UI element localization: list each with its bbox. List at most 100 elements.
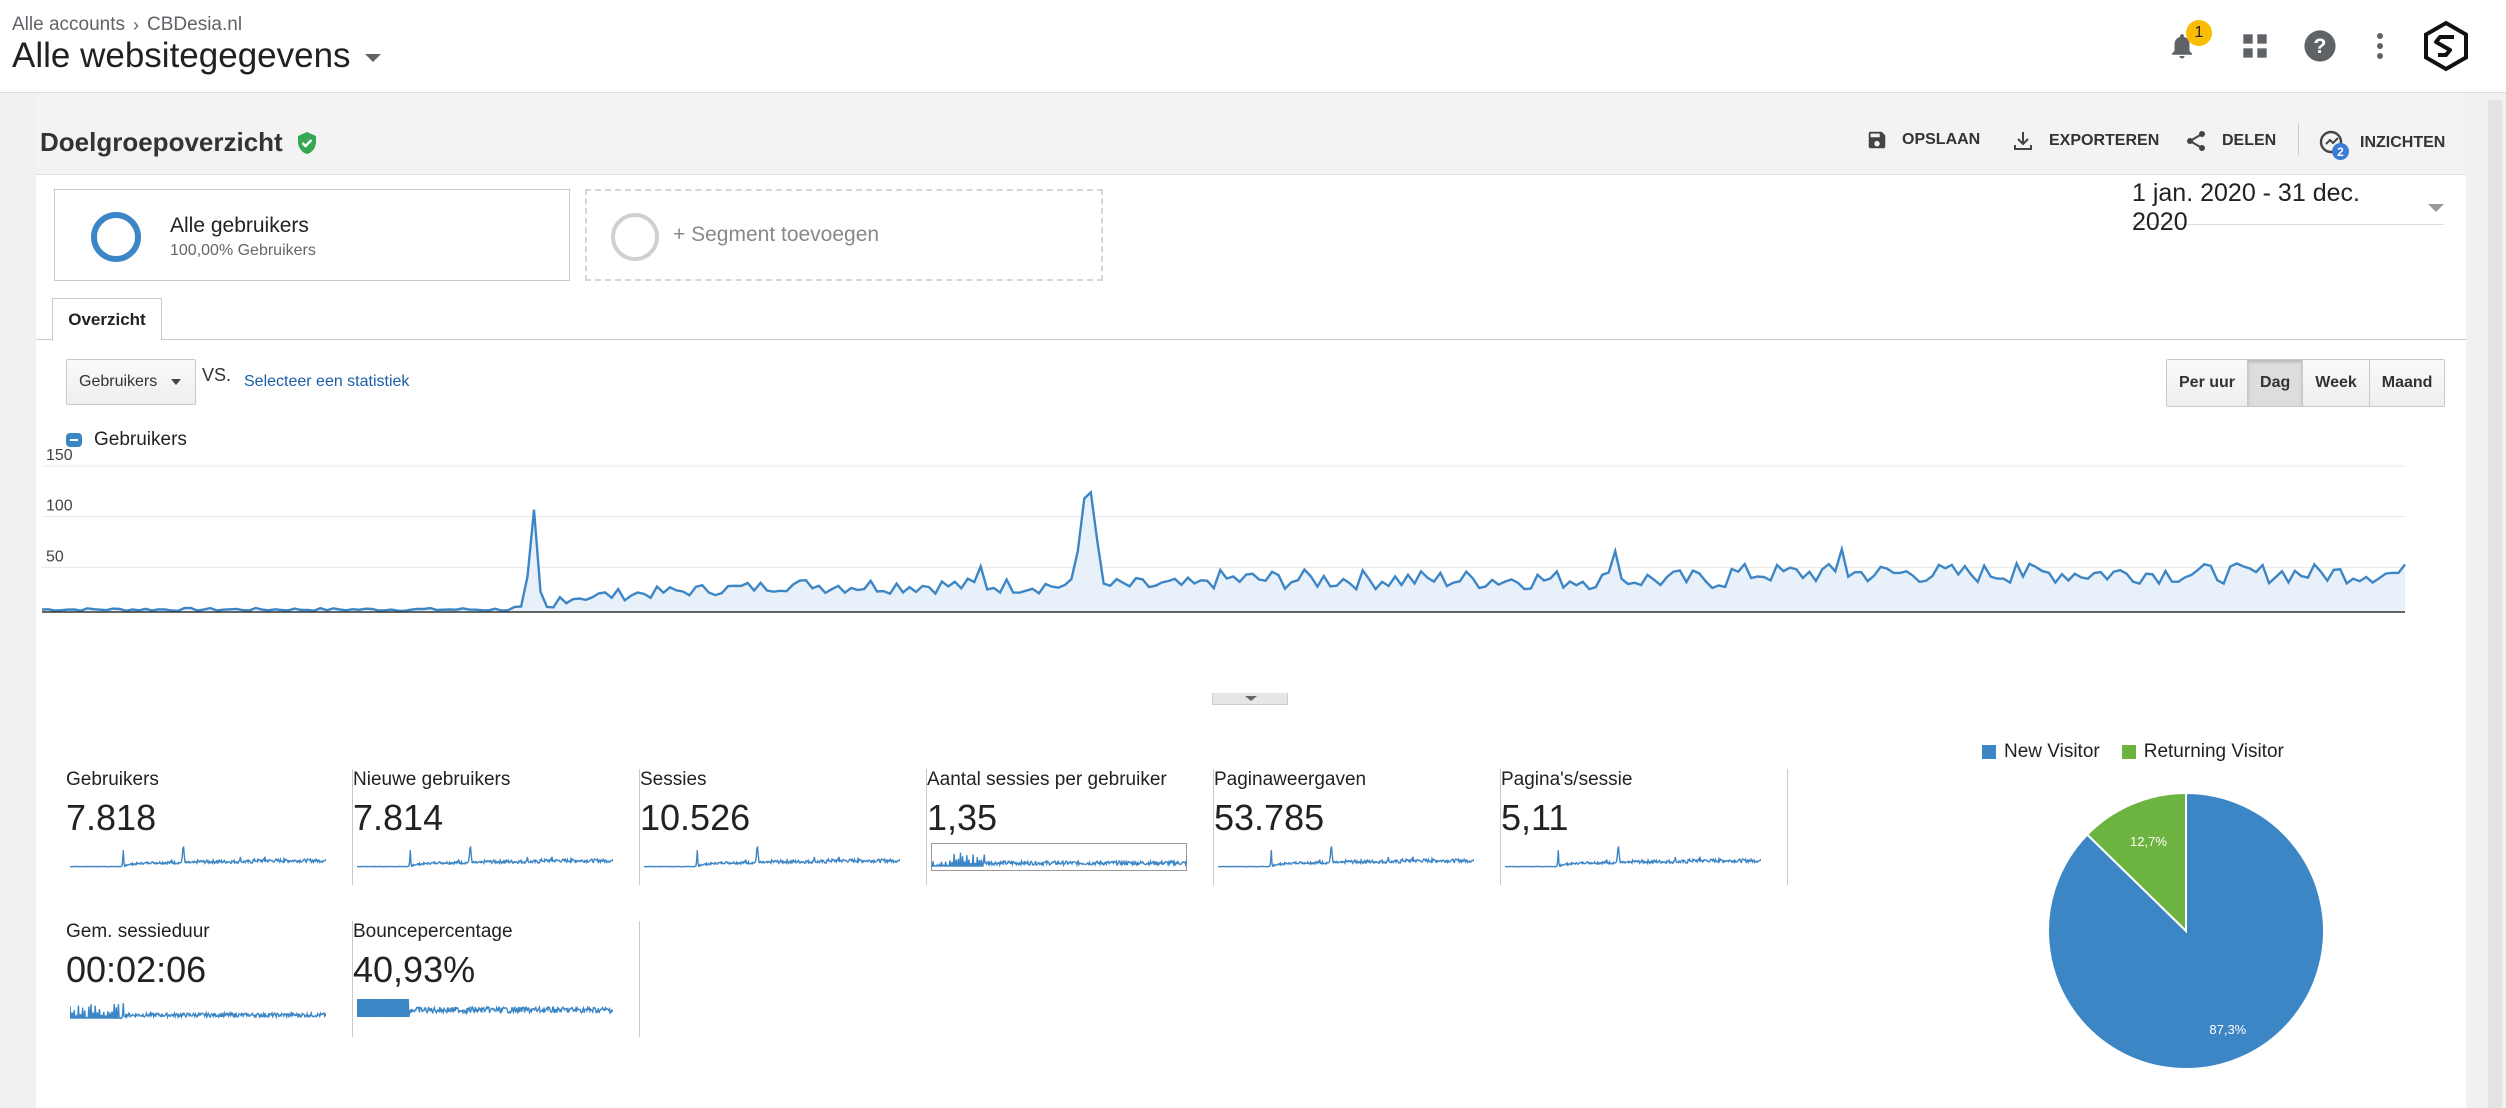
sparkline-path <box>357 998 613 1018</box>
add-segment-button[interactable]: + Segment toevoegen <box>585 189 1103 281</box>
metric-tile[interactable]: Gem. sessieduur 00:02:06 <box>66 921 353 1037</box>
users-line-chart[interactable]: 15010050februari 2020maart 2020april 202… <box>36 448 2466 618</box>
chart-resize-handle[interactable] <box>1212 693 1288 705</box>
y-tick-label: 150 <box>46 448 73 464</box>
scrollbar[interactable] <box>2488 100 2502 1108</box>
chevron-right-icon: › <box>133 14 140 35</box>
metric-tile[interactable]: Pagina's/sessie 5,11 <box>1501 769 1788 885</box>
metric-label: Aantal sessies per gebruiker <box>927 769 1167 790</box>
breadcrumb-accounts[interactable]: Alle accounts <box>12 14 126 35</box>
legend-swatch <box>2121 745 2136 759</box>
sparkline-path <box>70 1003 326 1020</box>
metric-tile[interactable]: Sessies 10.526 <box>640 769 927 885</box>
legend-new-visitor[interactable]: New Visitor <box>1982 741 2100 763</box>
sparkline-path <box>70 845 326 868</box>
metric-sparkline <box>357 845 613 868</box>
series-label: Gebruikers <box>94 429 187 450</box>
caret-down-icon <box>2428 203 2444 212</box>
metric-sparkline <box>70 845 326 868</box>
metric-value: 10.526 <box>640 797 751 838</box>
segment-ring-icon <box>91 212 141 262</box>
insights-icon: 2 <box>2318 129 2349 160</box>
metric-value: 00:02:06 <box>66 949 207 990</box>
metric-tile[interactable]: Aantal sessies per gebruiker 1,35 <box>927 769 1214 885</box>
metric-label: Pagina's/sessie <box>1501 769 1633 790</box>
divider <box>2298 123 2299 155</box>
view-selector[interactable]: Alle websitegegevens <box>12 36 381 76</box>
metric-value: 7.814 <box>353 797 444 838</box>
metric-tile[interactable]: Paginaweergaven 53.785 <box>1214 769 1501 885</box>
metric-sparkline <box>1218 845 1474 868</box>
metric-label: Sessies <box>640 769 707 790</box>
metric-label: Bouncepercentage <box>353 921 513 942</box>
report-title-text: Doelgroepoverzicht <box>40 127 283 157</box>
empty-ring-icon <box>611 213 659 261</box>
share-button[interactable]: DELEN <box>2184 129 2276 153</box>
share-label: DELEN <box>2222 132 2277 149</box>
legend-label: Returning Visitor <box>2143 741 2284 762</box>
insights-label: INZICHTEN <box>2360 134 2446 151</box>
sparkline-path <box>357 845 613 868</box>
metric-tile[interactable]: Nieuwe gebruikers 7.814 <box>353 769 640 885</box>
granularity-toggle: Per uur Dag Week Maand <box>2166 359 2446 407</box>
visitor-type-pie-chart[interactable]: 12,7% 87,3% <box>2046 791 2326 1071</box>
y-tick-label: 100 <box>46 498 73 515</box>
metric-label: Gem. sessieduur <box>66 921 210 942</box>
legend-returning-visitor[interactable]: Returning Visitor <box>2121 741 2284 763</box>
notification-badge: 1 <box>2186 20 2212 46</box>
insights-button[interactable]: 2 INZICHTEN <box>2318 129 2446 160</box>
granularity-month-button[interactable]: Maand <box>2369 360 2445 406</box>
add-segment-label: + Segment toevoegen <box>673 223 880 246</box>
vs-label: VS. <box>202 365 232 385</box>
save-icon <box>1868 131 1886 149</box>
granularity-day-button[interactable]: Dag <box>2248 360 2304 406</box>
pie-slice-returning-visitor[interactable] <box>2085 791 2187 934</box>
date-range-picker[interactable]: 1 jan. 2020 - 31 dec. 2020 <box>2132 179 2444 236</box>
caret-down-icon <box>364 54 381 62</box>
y-tick-label: 50 <box>46 548 64 565</box>
tab-overview[interactable]: Overzicht <box>52 298 162 341</box>
apps-grid-icon[interactable] <box>2233 24 2277 68</box>
segment-all-users[interactable]: Alle gebruikers 100,00% Gebruikers <box>54 189 570 281</box>
verified-shield-icon <box>297 131 316 154</box>
segment-percentage: 100,00% Gebruikers <box>170 242 316 259</box>
granularity-hour-button[interactable]: Per uur <box>2167 360 2249 406</box>
metric-dropdown[interactable]: Gebruikers <box>66 359 196 405</box>
report-title: Doelgroepoverzicht <box>40 127 319 158</box>
account-logo-icon[interactable] <box>2420 20 2472 72</box>
pie-slice-new-visitor[interactable] <box>2047 791 2325 1070</box>
sparkline-path <box>931 852 1187 868</box>
report-main: Doelgroepoverzicht OPSLAAN EXPORTEREN DE… <box>36 93 2466 1108</box>
left-gutter <box>0 93 36 1108</box>
report-header: Doelgroepoverzicht OPSLAAN EXPORTEREN DE… <box>36 93 2466 175</box>
legend-swatch <box>1982 745 1996 759</box>
breadcrumb-property[interactable]: CBDesia.nl <box>147 14 243 35</box>
metric-value: 7.818 <box>66 797 157 838</box>
metric-sparkline <box>357 998 613 1018</box>
metric-sparkline <box>1505 845 1761 868</box>
sparkline-path <box>644 845 900 868</box>
legend-label: New Visitor <box>2004 741 2100 762</box>
insights-badge: 2 <box>2332 143 2349 160</box>
top-bar: Alle accounts › CBDesia.nl Alle websiteg… <box>0 0 2506 93</box>
metric-tile[interactable]: Gebruikers 7.818 <box>66 769 353 885</box>
breadcrumb: Alle accounts › CBDesia.nl <box>12 14 242 36</box>
export-button[interactable]: EXPORTEREN <box>2011 129 2159 153</box>
metric-value: 1,35 <box>927 797 998 838</box>
notifications-bell-icon[interactable] <box>2160 24 2204 68</box>
view-name: Alle websitegegevens <box>12 36 351 75</box>
metric-tile[interactable]: Bouncepercentage 40,93% <box>353 921 640 1037</box>
metric-label: Paginaweergaven <box>1214 769 1367 790</box>
metric-sparkline <box>644 845 900 868</box>
more-vert-icon[interactable] <box>2358 24 2402 68</box>
granularity-week-button[interactable]: Week <box>2303 360 2370 406</box>
select-statistic-link[interactable]: Selecteer een statistiek <box>244 373 410 390</box>
export-label: EXPORTEREN <box>2049 132 2160 149</box>
chart-legend[interactable]: Gebruikers <box>66 429 187 451</box>
tab-row: Overzicht <box>36 296 2466 341</box>
save-button[interactable]: OPSLAAN <box>1866 129 1980 151</box>
svg-text:?: ? <box>2314 34 2327 58</box>
metric-value: 53.785 <box>1214 797 1325 838</box>
help-icon[interactable]: ? <box>2298 24 2342 68</box>
pie-legend: New Visitor Returning Visitor <box>1982 741 2284 763</box>
